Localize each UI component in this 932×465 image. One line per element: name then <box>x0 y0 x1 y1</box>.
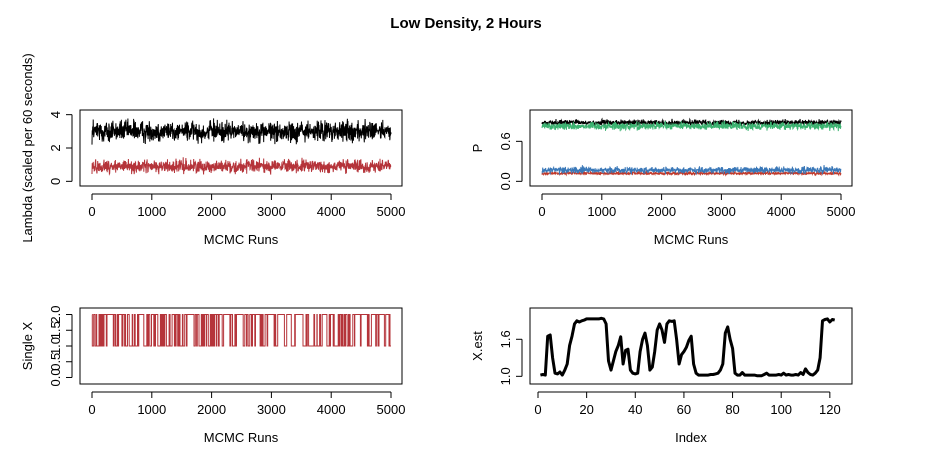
panel-lambda-trace: 0 1000 2000 3000 4000 5000 MCMC Runs 0 2 4 Lambda … <box>20 53 405 247</box>
x-tick-label: 5000 <box>827 204 856 219</box>
y-tick-label: 0 <box>48 178 63 185</box>
y-tick-label: 4 <box>48 111 63 118</box>
x-tick-label: 0 <box>88 402 95 417</box>
series-line <box>540 316 836 378</box>
x-tick-label: 3000 <box>257 204 286 219</box>
y-axis-label: Lambda (scaled per 60 seconds) <box>20 53 35 242</box>
y-tick-label: 0.0 <box>498 172 513 190</box>
y-axis-label: Single X <box>20 321 35 370</box>
x-tick-label: 0 <box>538 204 545 219</box>
plot-frame <box>79 307 403 385</box>
x-tick-label: 1000 <box>587 204 616 219</box>
x-axis-label: MCMC Runs <box>204 232 279 247</box>
y-tick-label: 1.0 <box>498 367 513 385</box>
x-tick-label: 120 <box>819 402 841 417</box>
figure-title: Low Density, 2 Hours <box>390 15 541 32</box>
x-axis-label: MCMC Runs <box>654 232 729 247</box>
y-tick-label: 1.5 <box>48 321 63 339</box>
panel-x-est: 0 20 40 60 80 100 120 Index 1.0 1.6 X.est <box>470 307 853 445</box>
series-trace <box>91 118 392 145</box>
x-tick-label: 20 <box>579 402 593 417</box>
x-axis-label: MCMC Runs <box>204 430 279 445</box>
x-tick-label: 40 <box>628 402 642 417</box>
x-tick-label: 1000 <box>137 204 166 219</box>
series-trace <box>541 120 842 132</box>
y-tick-label: 2 <box>48 144 63 151</box>
y-tick-label: 2.0 <box>48 305 63 323</box>
series-trace <box>91 157 392 176</box>
x-tick-label: 0 <box>534 402 541 417</box>
y-tick-label: 0.6 <box>498 132 513 150</box>
x-tick-label: 5000 <box>377 204 406 219</box>
y-tick-label: 0.0 <box>48 368 63 386</box>
x-tick-label: 1000 <box>137 402 166 417</box>
x-tick-label: 2000 <box>197 204 226 219</box>
plot-frame <box>529 109 853 187</box>
y-axis-label: P <box>470 144 485 153</box>
plot-frame <box>79 109 403 187</box>
x-tick-label: 3000 <box>257 402 286 417</box>
plot-frame <box>529 307 853 385</box>
x-tick-label: 100 <box>770 402 792 417</box>
x-tick-label: 5000 <box>377 402 406 417</box>
x-tick-label: 3000 <box>707 204 736 219</box>
series-trace <box>541 165 842 175</box>
x-tick-label: 80 <box>725 402 739 417</box>
x-tick-label: 2000 <box>647 204 676 219</box>
series-trace <box>91 314 391 347</box>
x-tick-label: 2000 <box>197 402 226 417</box>
panel-p-trace: 0 1000 2000 3000 4000 5000 MCMC Runs 0.0 0.6 P <box>470 109 856 247</box>
x-axis-label: Index <box>675 430 707 445</box>
x-tick-label: 60 <box>677 402 691 417</box>
panel-single-x-trace: 0 1000 2000 3000 4000 5000 MCMC Runs 0.00.51.01… <box>20 305 405 445</box>
x-tick-label: 4000 <box>317 402 346 417</box>
series-trace <box>541 169 842 177</box>
x-tick-label: 0 <box>88 204 95 219</box>
y-tick-label: 1.0 <box>48 337 63 355</box>
x-tick-label: 4000 <box>767 204 796 219</box>
y-axis-label: X.est <box>470 331 485 361</box>
x-tick-label: 4000 <box>317 204 346 219</box>
y-tick-label: 1.6 <box>498 330 513 348</box>
y-tick-label: 0.5 <box>48 353 63 371</box>
